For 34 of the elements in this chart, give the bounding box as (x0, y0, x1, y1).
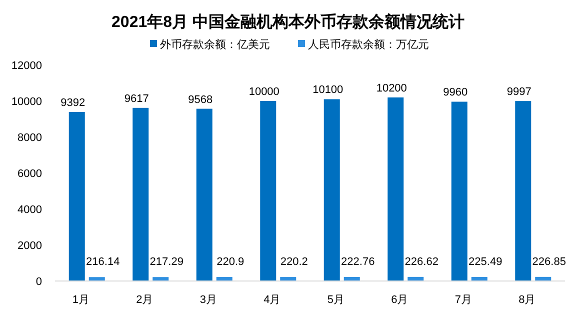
data-label: 9617 (124, 92, 149, 105)
x-tick-label: 1月 (72, 294, 90, 306)
legend-label: 外币存款余额：亿美元 (160, 38, 270, 51)
data-label: 226.85 (532, 256, 566, 268)
data-label: 10200 (376, 82, 407, 94)
y-tick-label: 2000 (18, 240, 42, 252)
data-label: 9392 (60, 96, 86, 109)
chart-title: 2021年8月 中国金融机构本外币存款余额情况统计 (112, 13, 464, 31)
y-tick-label: 12000 (11, 60, 42, 72)
data-label: 220.9 (216, 256, 244, 268)
x-tick-label: 5月 (327, 294, 344, 306)
data-label: 225.49 (468, 256, 502, 268)
data-label: 9568 (188, 94, 213, 106)
data-label: 216.14 (86, 256, 120, 268)
y-tick-label: 6000 (18, 168, 42, 180)
data-label: 10100 (312, 84, 344, 96)
x-tick-label: 2月 (136, 294, 154, 306)
y-tick-label: 8000 (18, 132, 42, 144)
data-label: 220.2 (280, 256, 308, 268)
data-label: 9997 (506, 86, 532, 98)
y-tick-label: 0 (36, 276, 42, 288)
x-tick-label: 6月 (391, 294, 408, 306)
y-tick-label: 10000 (11, 96, 42, 108)
legend-label: 人民币存款余额：万亿元 (308, 38, 429, 51)
data-label: 222.76 (341, 256, 375, 268)
x-tick-label: 8月 (518, 294, 536, 306)
data-label: 217.29 (150, 256, 184, 268)
data-label: 9960 (443, 86, 468, 99)
data-label: 10000 (248, 86, 280, 98)
x-tick-label: 7月 (454, 294, 472, 306)
data-label: 226.62 (404, 256, 438, 268)
y-tick-label: 4000 (18, 204, 42, 216)
x-tick-label: 3月 (200, 294, 217, 306)
x-tick-label: 4月 (264, 294, 281, 306)
